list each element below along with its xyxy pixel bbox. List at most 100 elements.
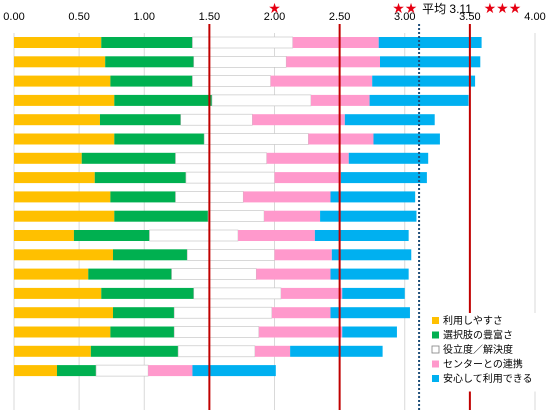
bar-row-9-series-5 [330,191,416,203]
bar-row-8-series-3 [185,171,275,184]
bar-row-15-series-3 [173,306,273,319]
bar-row-13-series-5 [330,268,409,280]
bar-row-2-series-2 [105,56,194,68]
legend-background [426,313,542,392]
bar-row-16-series-5 [342,326,397,338]
legend-label-1: 利用しやすさ [443,315,503,327]
x-tick-label-6: 3.00 [394,11,415,23]
x-tick-label-4: 2.00 [264,11,285,23]
bar-row-18-series-1 [14,365,57,377]
bar-row-16-series-4 [258,326,343,338]
bar-row-1-series-1 [14,37,102,48]
bar-row-17-series-1 [14,345,91,357]
x-tick-label-8: 4.00 [524,11,545,23]
legend-swatch-2 [432,331,439,339]
bar-row-9-series-2 [110,191,176,203]
bar-row-16-series-3 [173,326,260,338]
bar-row-5-series-1 [14,114,100,126]
bar-row-14-series-3 [193,287,282,300]
bar-row-17-series-3 [177,345,256,358]
bar-row-14-series-1 [14,287,102,299]
star-marker-1: ★ [268,0,281,16]
bar-row-4-series-2 [114,94,212,106]
legend-swatch-1 [432,317,439,324]
x-tick-label-7: 3.50 [459,11,480,23]
x-axis-ticks: 0.00 0.50 1.00 1.50 2.00 2.50 3.00 3.50 4.00 [3,11,545,23]
bar-row-14-series-4 [281,287,343,299]
bar-row-15-series-2 [112,307,175,319]
bar-row-7-series-3 [175,152,267,165]
x-tick-label-3: 1.50 [199,11,220,23]
bar-row-4-series-3 [211,94,312,107]
bar-row-13-series-1 [14,268,89,280]
bar-row-2-series-1 [14,56,106,68]
bar-row-1-series-3 [192,36,294,49]
bar-row-8-series-2 [94,172,186,184]
reference-lines [208,24,471,410]
bar-row-13-series-2 [88,268,172,280]
bar-row-3-series-2 [110,75,193,87]
bar-row-8-series-1 [14,172,95,184]
bar-row-1-series-2 [101,37,193,48]
bar-row-10-series-2 [114,210,209,222]
star-markers: ★ ★★ ★★★ [268,0,521,16]
bar-row-9-series-1 [14,191,111,203]
bar-row-7-series-1 [14,152,82,164]
bar-row-11-series-3 [149,229,239,242]
bar-row-17-series-5 [290,345,383,357]
bar-row-11-series-4 [238,230,315,241]
bar-row-14-series-2 [101,287,194,299]
legend-swatch-4 [432,360,439,368]
average-label: 平均 3.11 [422,2,472,16]
bar-row-18-series-4 [148,365,193,377]
bar-row-7-series-5 [348,152,429,164]
bar-row-18-series-5 [192,365,276,377]
legend-label-2: 選択肢の豊富さ [443,329,513,342]
x-tick-label-2: 1.00 [134,11,155,23]
bar-row-15-series-4 [271,307,331,319]
bar-row-15-series-1 [14,307,113,319]
bar-row-6-series-4 [308,133,374,145]
bar-row-11-series-2 [73,230,150,241]
bar-row-3-series-3 [192,75,271,87]
x-tick-label-5: 2.50 [329,11,350,23]
bar-row-10-series-4 [264,210,321,222]
bar-row-10-series-1 [14,210,115,222]
bar-row-16-series-1 [14,326,111,338]
bar-row-5-series-5 [344,114,435,126]
bar-row-10-series-5 [320,210,417,222]
bar-row-7-series-2 [81,152,176,164]
bar-row-16-series-2 [110,326,175,338]
bar-row-12-series-4 [274,249,332,261]
star-marker-2: ★★ [392,0,417,16]
x-tick-label-0: 0.00 [3,11,24,23]
bar-row-18-series-2 [56,365,97,377]
bar-row-7-series-4 [266,152,349,164]
bar-row-12-series-5 [331,249,412,261]
bar-row-5-series-2 [99,114,181,126]
bar-row-2-series-3 [193,55,287,68]
legend-label-5: 安心して利用できる [443,372,533,385]
bar-row-2-series-5 [380,56,481,68]
bar-row-12-series-3 [186,249,275,261]
bar-row-8-series-5 [340,172,427,184]
bar-row-17-series-2 [90,345,179,357]
star-marker-3: ★★★ [484,0,522,16]
bar-row-8-series-4 [274,172,341,184]
bar-row-12-series-1 [14,249,113,261]
bar-row-6-series-1 [14,133,115,145]
bar-row-13-series-4 [256,268,331,280]
bar-row-9-series-4 [243,191,331,203]
bar-row-4-series-1 [14,94,115,106]
bar-row-14-series-5 [342,287,405,299]
bar-row-11-series-5 [314,230,409,241]
bar-row-1-series-5 [378,37,482,48]
bar-row-10-series-3 [207,210,265,222]
legend-swatch-3 [431,345,440,354]
bar-row-13-series-3 [171,268,257,280]
legend-swatch-5 [432,375,439,382]
bar-row-1-series-4 [292,37,379,48]
bar-row-3-series-4 [270,75,373,87]
